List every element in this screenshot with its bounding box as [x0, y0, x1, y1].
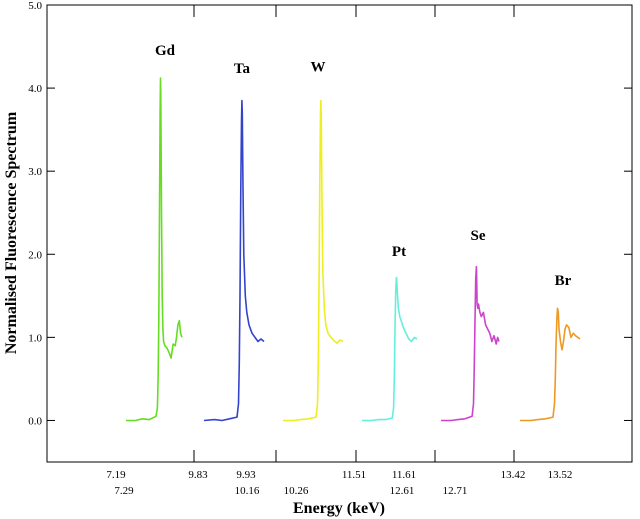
x-tick-label-upper: 13.42 [501, 469, 526, 481]
x-tick-label-upper: 9.83 [188, 469, 208, 481]
y-tick-label: 0.0 [28, 415, 42, 427]
x-tick-label-lower: 10.16 [235, 485, 260, 497]
y-axis-title: Normalised Fluorescence Spectrum [3, 111, 20, 354]
peak-labels: Gd Ta W Pt Se Br [155, 43, 572, 289]
x-tick-label-lower: 12.61 [390, 485, 415, 497]
series-line-br [520, 307, 581, 422]
x-tick-label-upper: 11.51 [342, 469, 366, 481]
x-axis-ticks: 7.19 9.83 9.93 11.51 11.61 13.42 13.52 7.29 10.1… [106, 5, 572, 497]
x-tick-label-upper: 13.52 [548, 469, 573, 481]
x-tick-label-upper: 11.61 [392, 469, 416, 481]
y-tick-label: 3.0 [28, 166, 42, 178]
y-tick-label: 5.0 [28, 0, 42, 12]
plot-frame [46, 4, 633, 463]
y-tick-label: 4.0 [28, 83, 42, 95]
series-line-ta [203, 99, 265, 422]
x-tick-label-lower: 7.29 [114, 485, 134, 497]
y-tick-label: 2.0 [28, 249, 42, 261]
peak-label-pt: Pt [392, 244, 406, 260]
series-line-gd [126, 77, 183, 422]
series-layer [126, 77, 581, 422]
peak-label-gd: Gd [155, 43, 176, 59]
x-tick-label-upper: 7.19 [106, 469, 126, 481]
series-line-pt [362, 276, 418, 422]
peak-label-ta: Ta [234, 61, 251, 77]
peak-label-w: W [311, 59, 326, 75]
x-axis-title: Energy (keV) [293, 500, 385, 517]
y-tick-label: 1.0 [28, 332, 42, 344]
x-tick-label-lower: 10.26 [284, 485, 309, 497]
peak-label-br: Br [555, 273, 572, 289]
x-tick-label-lower: 12.71 [443, 485, 468, 497]
series-line-w [283, 99, 344, 422]
series-line-se [441, 265, 500, 422]
y-axis-ticks: 0.0 1.0 2.0 3.0 4.0 5.0 [28, 0, 632, 427]
peak-label-se: Se [471, 228, 486, 244]
x-tick-label-upper: 9.93 [236, 469, 256, 481]
